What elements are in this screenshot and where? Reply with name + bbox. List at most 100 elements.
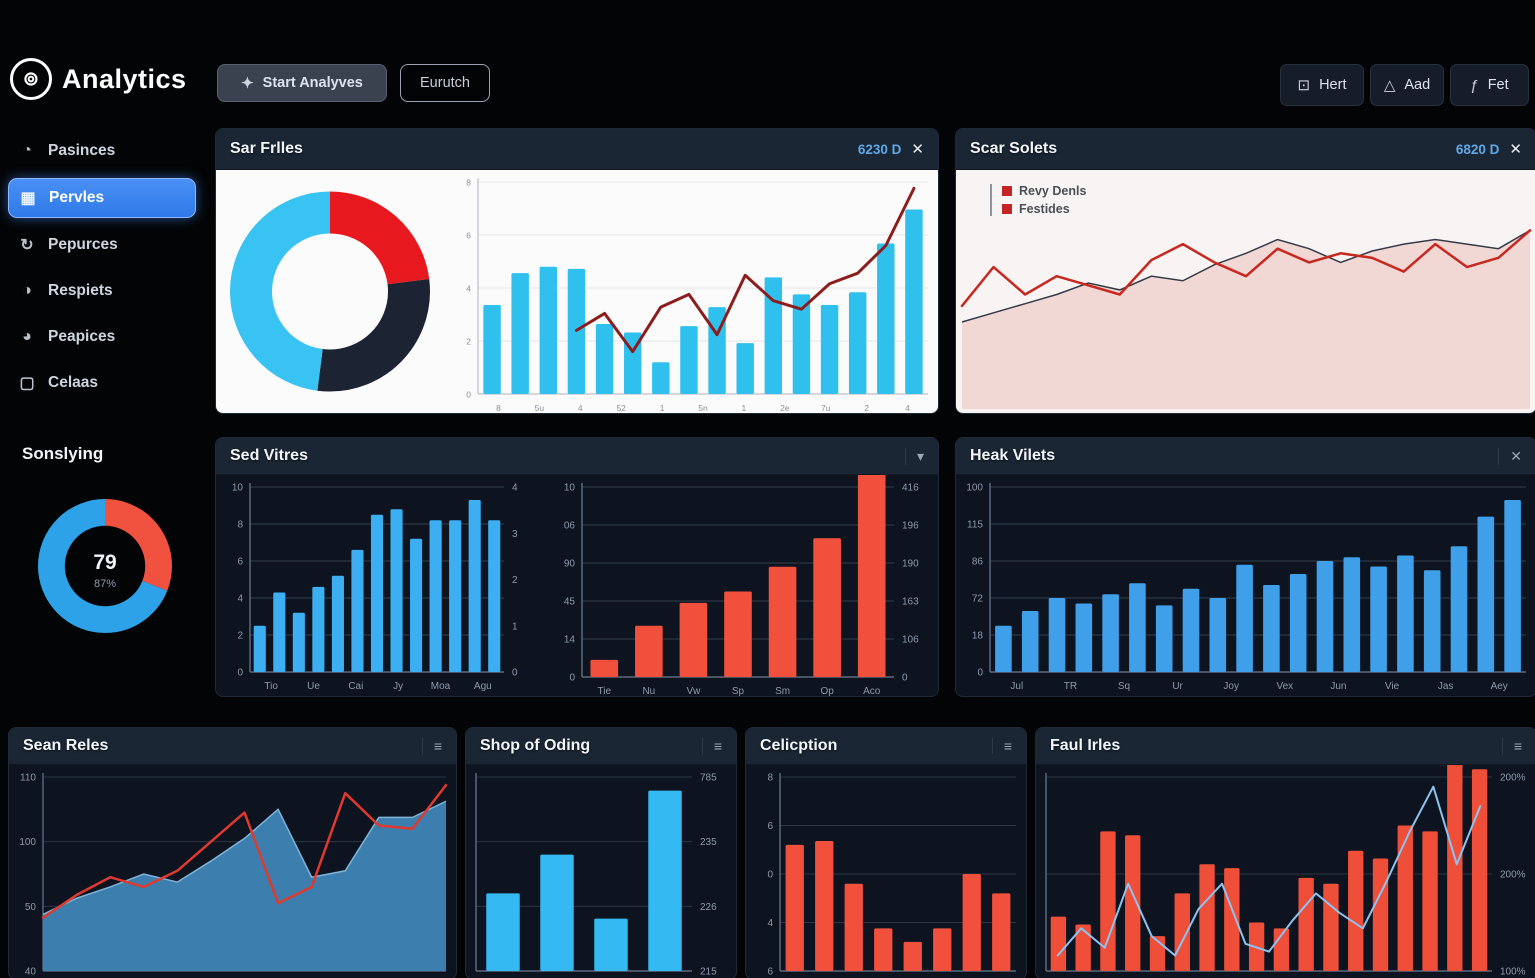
legend-swatch [1002,204,1012,214]
sidebar-item-label: Celaas [48,374,98,391]
svg-text:6: 6 [466,231,471,241]
panel-close-icon[interactable]: ✕ [1498,447,1522,465]
svg-text:2: 2 [466,337,471,347]
svg-text:2: 2 [237,631,243,642]
svg-text:0: 0 [767,870,773,881]
legend-label: Revy Denls [1019,184,1087,198]
panel-menu-icon[interactable]: ≡ [421,738,442,754]
svg-text:Tie: Tie [598,686,612,697]
svg-text:Tio: Tio [264,681,278,692]
sidebar-item-label: Pepurces [48,236,118,253]
fet-button[interactable]: ƒ Fet [1450,64,1529,106]
svg-text:45: 45 [564,597,576,608]
panel-body: 110 100 50 40 [9,765,456,978]
svg-text:Jas: Jas [1438,681,1454,692]
svg-text:90: 90 [564,559,576,570]
legend-item: Festides [1002,202,1086,216]
svg-text:Vex: Vex [1276,681,1293,692]
brand: ⊚ Analytics [10,58,187,100]
close-icon[interactable]: ✕ [1509,141,1522,158]
aad-button[interactable]: △ Aad [1370,64,1444,106]
svg-text:10: 10 [564,483,576,494]
hert-button[interactable]: ⊡ Hert [1280,64,1364,106]
svg-text:Cai: Cai [348,681,363,692]
svg-text:785: 785 [700,773,717,784]
file-icon: ▢ [19,375,35,392]
red-bar-chart: 10 06 90 45 14 0 416 196 190 163 106 0 Tie Nu Vw Sp Sm Op… [548,471,938,697]
sidebar-item-celaas[interactable]: ▢ Celaas [8,364,196,402]
sidebar-item-peapices[interactable]: ◕ Peapices [8,318,196,356]
svg-text:215: 215 [700,967,717,978]
grid-icon: ▦ [20,190,36,207]
svg-text:Ur: Ur [1172,681,1183,692]
panel-celicption: Celicption ≡ 8 6 0 4 6 [745,727,1027,978]
spark-icon: ✦ [241,75,254,92]
sidebar-item-pepurces[interactable]: ↻ Pepurces [8,226,196,264]
boxed-dot-icon: ⊡ [1297,77,1311,94]
svg-text:Op: Op [821,686,835,697]
half-circle-icon: ◑ [22,282,32,299]
svg-text:6: 6 [767,821,773,832]
area-line-chart: 110 100 50 40 [9,765,456,978]
svg-text:Jul: Jul [1010,681,1023,692]
svg-text:416: 416 [902,483,919,494]
svg-text:0: 0 [977,668,983,679]
svg-text:115: 115 [967,520,983,531]
panel-header: Sean Reles ≡ [9,728,456,765]
panel-scar-solets: Scar Solets 6820 D ✕ Revy Denls Festides [955,128,1535,414]
svg-text:4: 4 [578,403,583,413]
panel-title: Scar Solets [970,140,1058,157]
panel-header: Heak Vilets ✕ [956,438,1535,475]
svg-text:106: 106 [902,635,919,646]
svg-text:2: 2 [864,403,869,413]
panel-title: Faul Irles [1050,737,1121,754]
panel-header: Celicption ≡ [746,728,1026,765]
brand-logo-icon: ⊚ [10,58,52,100]
sidebar-item-pasinces[interactable]: ◔ Pasinces [8,132,196,170]
sidebar-item-pervles[interactable]: ▦ Pervles [8,178,196,218]
sidebar-item-respiets[interactable]: ◑ Respiets [8,272,196,310]
svg-text:Nu: Nu [643,686,656,697]
start-analyses-button[interactable]: ✦ Start Analyves [217,64,387,102]
search-button[interactable]: Eurutch [400,64,490,102]
blue-bar-chart: 10 8 6 4 2 0 4 3 2 1 0 Tio Ue Cai Jy Moa Agu [216,475,548,696]
panel-menu-icon[interactable]: ≡ [991,738,1012,754]
refresh-icon: ↻ [20,237,34,254]
svg-text:4: 4 [767,918,773,929]
bar-chart: 100 115 86 72 18 0 Jul TR Sq Ur Joy Vex Jun Vie Jas Aey [956,475,1535,696]
svg-text:Moa: Moa [431,681,451,692]
panel-body: 10 8 6 4 2 0 4 3 2 1 0 Tio Ue Cai Jy Moa Agu 10 06 90 45 14 0… [216,471,938,697]
svg-text:Sm: Sm [775,686,790,697]
close-icon[interactable]: ✕ [911,141,924,158]
panel-caret-icon[interactable]: ▾ [904,447,924,465]
svg-text:100: 100 [966,483,983,494]
legend-swatch [1002,186,1012,196]
svg-text:Ue: Ue [307,681,320,692]
svg-text:200%: 200% [1500,773,1526,784]
legend-item: Revy Denls [1002,184,1086,198]
sidebar-item-label: Pervles [49,189,105,206]
svg-text:235: 235 [700,837,717,848]
svg-text:200%: 200% [1500,870,1526,881]
panel-body: 100 115 86 72 18 0 Jul TR Sq Ur Joy Vex Jun Vie Jas Aey [956,475,1535,696]
svg-text:Vw: Vw [687,686,702,697]
svg-text:6: 6 [767,967,773,978]
svg-text:163: 163 [902,597,919,608]
panel-heak-vilets: Heak Vilets ✕ 100 115 86 72 18 0 Jul TR Sq Ur Joy V… [955,437,1535,697]
svg-text:52: 52 [616,403,626,413]
svg-text:4: 4 [237,594,243,605]
svg-text:Sp: Sp [732,686,745,697]
svg-text:Aey: Aey [1491,681,1508,692]
svg-text:18: 18 [972,631,984,642]
panel-menu-icon[interactable]: ≡ [1501,738,1522,754]
svg-text:4: 4 [512,483,518,494]
panel-menu-icon[interactable]: ≡ [701,738,722,754]
search-button-label: Eurutch [420,75,470,91]
start-analyses-label: Start Analyves [262,75,363,91]
svg-text:2e: 2e [780,403,790,413]
chart-legend: Revy Denls Festides [990,184,1086,216]
gauge-donut-chart: 79 87% [30,490,180,642]
svg-text:Vie: Vie [1385,681,1400,692]
sidebar-item-label: Pasinces [48,142,116,159]
bar-chart: 785 235 226 215 [466,765,736,978]
